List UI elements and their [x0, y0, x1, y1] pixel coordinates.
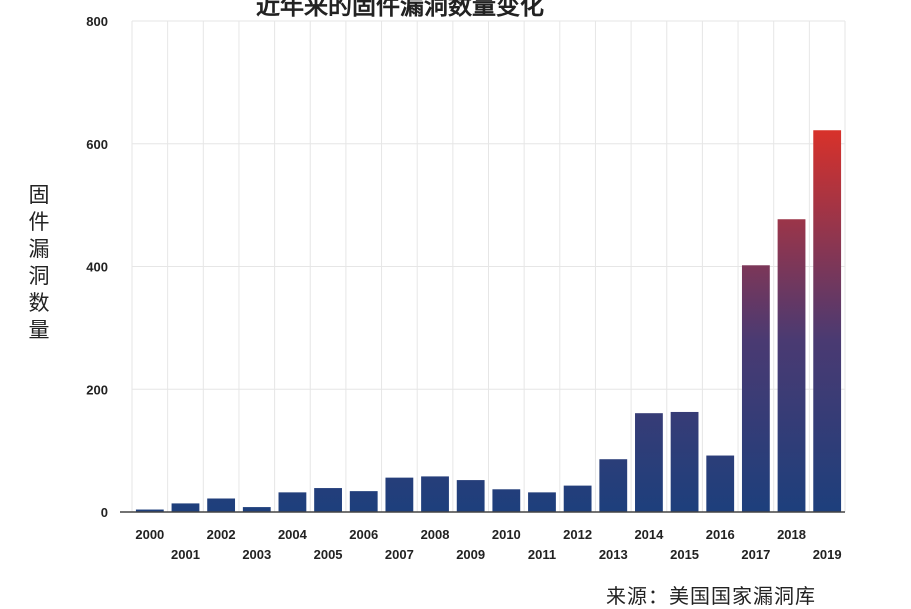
bar-2008 — [421, 476, 449, 512]
x-tick-label: 2015 — [670, 547, 699, 562]
x-tick-label: 2003 — [242, 547, 271, 562]
bar-2005 — [314, 488, 342, 512]
x-tick-label: 2011 — [528, 547, 556, 562]
x-tick-label: 2019 — [813, 547, 842, 562]
bar-2015 — [670, 411, 699, 512]
bar-2013 — [599, 459, 628, 512]
bars — [135, 130, 842, 512]
y-tick-label: 200 — [86, 382, 108, 397]
bar-2012 — [563, 485, 592, 512]
bar-2004 — [278, 492, 307, 512]
bar-2003 — [242, 507, 271, 512]
grid-lines — [131, 20, 846, 512]
chart-title: 近年来的固件漏洞数量变化 — [256, 0, 544, 20]
bar-2010 — [492, 489, 521, 512]
x-tick-label: 2001 — [171, 547, 200, 562]
y-tick-label: 800 — [86, 14, 108, 29]
y-tick-label: 400 — [86, 260, 108, 275]
x-tick-label: 2014 — [634, 527, 664, 542]
bar-2017 — [741, 265, 770, 512]
bar-2011 — [528, 492, 556, 512]
x-tick-label: 2005 — [314, 547, 343, 562]
x-tick-label: 2006 — [349, 527, 378, 542]
x-tick-label: 2016 — [706, 527, 735, 542]
x-tick-label: 2010 — [492, 527, 521, 542]
y-tick-label: 0 — [101, 505, 108, 520]
bar-2007 — [385, 477, 414, 512]
bar-2016 — [706, 455, 735, 512]
bar-2018 — [777, 219, 806, 512]
bar-2006 — [349, 491, 378, 512]
bar-2019 — [813, 130, 842, 512]
x-tick-label: 2000 — [135, 527, 164, 542]
x-tick-label: 2013 — [599, 547, 628, 562]
y-tick-label: 600 — [86, 137, 108, 152]
bar-2009 — [456, 480, 485, 512]
x-tick-label: 2017 — [741, 547, 770, 562]
x-tick-label: 2009 — [456, 547, 485, 562]
bar-2001 — [171, 503, 200, 512]
bar-2002 — [207, 498, 236, 512]
bar-2000 — [135, 509, 164, 512]
y-axis-label: 固件漏洞数量 — [28, 183, 50, 342]
source-note: 来源：美国国家漏洞库 — [606, 584, 816, 608]
bar-2014 — [635, 413, 663, 512]
x-tick-label: 2012 — [563, 527, 592, 542]
x-tick-label: 2018 — [777, 527, 806, 542]
x-tick-label: 2002 — [207, 527, 236, 542]
axes: 0 200 400 600 800 2000 2001 2002 2003 2004 2005 200… — [86, 14, 845, 562]
x-tick-label: 2007 — [385, 547, 414, 562]
x-tick-label: 2008 — [421, 527, 450, 542]
x-tick-label: 2004 — [278, 527, 308, 542]
